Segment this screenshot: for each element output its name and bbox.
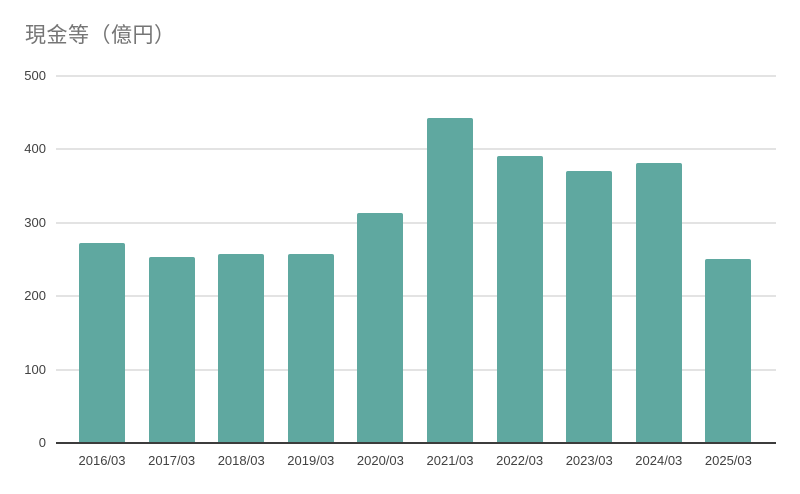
y-tick-label-100: 100 [24,361,46,377]
bar-2018/03[interactable] [218,253,265,443]
bar-2025/03[interactable] [705,258,752,443]
y-tick-label-0: 0 [38,435,46,450]
gridline-500 [56,75,776,77]
x-tick-label-2018/03: 2018/03 [217,453,265,468]
bar-2024/03[interactable] [635,163,682,443]
gridline-300 [56,221,776,224]
x-tick-label-2022/03: 2022/03 [496,453,544,468]
bar-2021/03[interactable] [427,117,473,443]
x-tick-label-2021/03: 2021/03 [426,453,474,468]
y-tick-label-500: 500 [24,68,46,83]
x-tick-label-2016/03: 2016/03 [78,453,126,468]
x-tick-label-2017/03: 2017/03 [148,453,196,468]
chart-title: 現金等（億円） [25,24,176,47]
gridline-200 [56,295,776,298]
x-tick-label-2025/03: 2025/03 [704,453,752,468]
x-tick-label-2020/03: 2020/03 [356,453,404,468]
y-tick-label-400: 400 [24,141,46,157]
y-tick-label-200: 200 [24,288,46,304]
x-axis-line [56,442,776,444]
bar-2016/03[interactable] [79,242,125,443]
x-tick-label-2024/03: 2024/03 [635,453,683,468]
gridline-100 [56,368,776,371]
bar-2020/03[interactable] [357,213,404,443]
x-tick-label-2019/03: 2019/03 [287,453,335,468]
bar-2019/03[interactable] [287,253,334,443]
y-tick-label-300: 300 [24,214,46,230]
gridline-400 [56,148,776,151]
bar-2023/03[interactable] [566,171,613,443]
bar-2017/03[interactable] [148,257,195,443]
x-tick-label-2023/03: 2023/03 [565,453,613,468]
bar-2022/03[interactable] [496,156,543,443]
plot-area: 0 100 200 300 400 500 2016/03 2017/03 2018/03 20… [24,68,776,468]
